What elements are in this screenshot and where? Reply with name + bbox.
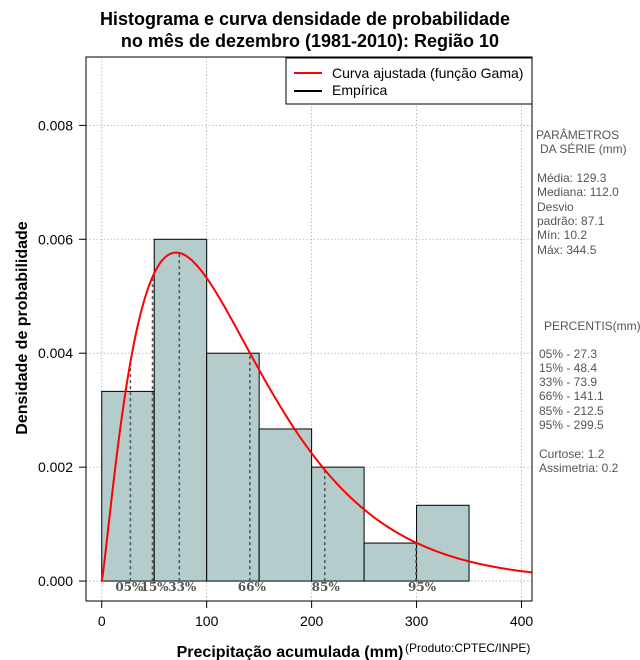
histogram-bar-1 xyxy=(153,238,208,582)
x-tick-label-3: 300 xyxy=(405,613,429,629)
y-tick-label-4: 0.008 xyxy=(38,117,73,133)
x-axis-title: Precipitação acumulada (mm) xyxy=(177,644,404,660)
legend-label-empirical: Empírica xyxy=(332,82,387,98)
percentil-95: 95% - 299.5 xyxy=(539,418,604,432)
bars-layer xyxy=(101,238,470,582)
percentil-05: 05% - 27.3 xyxy=(539,347,597,361)
percentile-label-1: 15% xyxy=(140,580,169,594)
stat-desvio-1: Desvio xyxy=(537,200,574,214)
y-tick-label-0: 0.000 xyxy=(38,573,73,589)
chart-title-line1: Histograma e curva densidade de probabil… xyxy=(100,9,510,29)
params-title-2: DA SÉRIE (mm) xyxy=(540,141,627,156)
params-title-1: PARÂMETROS xyxy=(536,127,619,142)
y-axis-title: Densidade de probabilidade xyxy=(14,221,31,434)
stat-mediana: Mediana: 112.0 xyxy=(537,185,619,199)
histogram-bar-0 xyxy=(101,390,155,582)
stat-min: Mín: 10.2 xyxy=(537,228,587,242)
y-tick-label-3: 0.006 xyxy=(38,231,73,247)
chart-title-line2: no mês de dezembro (1981-2010): Região 1… xyxy=(121,31,499,51)
side-panel: PARÂMETROS DA SÉRIE (mm) Média: 129.3 Me… xyxy=(536,127,640,475)
stat-curtose: Curtose: 1.2 xyxy=(539,447,605,461)
legend: Curva ajustada (função Gama) Empírica xyxy=(285,57,533,105)
histogram-bar-2 xyxy=(206,352,260,582)
y-tick-label-2: 0.004 xyxy=(38,345,73,361)
axes-layer: 0 100 200 300 400 0.000 0.002 0.004 0.006 0.008 xyxy=(38,117,533,629)
percentile-label-0: 05% xyxy=(115,580,144,594)
x-tick-label-1: 100 xyxy=(195,613,219,629)
percentile-markers-layer: 05%15% 33% 66% 85% 95% xyxy=(115,252,437,594)
x-tick-label-4: 400 xyxy=(510,613,534,629)
gamma-fit-curve xyxy=(100,251,533,582)
histogram-bar-3 xyxy=(258,428,313,582)
percentile-label-2: 33% xyxy=(168,580,197,594)
plot-frame xyxy=(85,56,533,602)
percentil-33: 33% - 73.9 xyxy=(539,375,597,389)
x-tick-label-2: 200 xyxy=(300,613,324,629)
percentile-label-3: 66% xyxy=(238,580,267,594)
stat-assimetria: Assimetria: 0.2 xyxy=(539,461,619,475)
percentil-85: 85% - 212.5 xyxy=(539,404,604,418)
legend-label-fit: Curva ajustada (função Gama) xyxy=(332,65,523,81)
percentile-label-5: 95% xyxy=(408,580,437,594)
legend-box xyxy=(285,57,533,105)
stat-max: Máx: 344.5 xyxy=(537,243,597,257)
x-tick-label-0: 0 xyxy=(98,613,106,629)
credit-text: (Produto:CPTEC/INPE) xyxy=(405,641,530,655)
percentil-66: 66% - 141.1 xyxy=(539,389,604,403)
percentil-15: 15% - 48.4 xyxy=(539,361,597,375)
histogram-bar-5 xyxy=(363,542,418,582)
stat-media: Média: 129.3 xyxy=(537,171,607,185)
y-tick-label-1: 0.002 xyxy=(38,459,73,475)
histogram-bar-6 xyxy=(416,504,470,582)
percentis-title: PERCENTIS(mm) xyxy=(544,319,640,333)
stat-desvio-2: padrão: 87.1 xyxy=(537,214,605,228)
curve-layer xyxy=(100,251,533,582)
percentile-label-4: 85% xyxy=(312,580,341,594)
